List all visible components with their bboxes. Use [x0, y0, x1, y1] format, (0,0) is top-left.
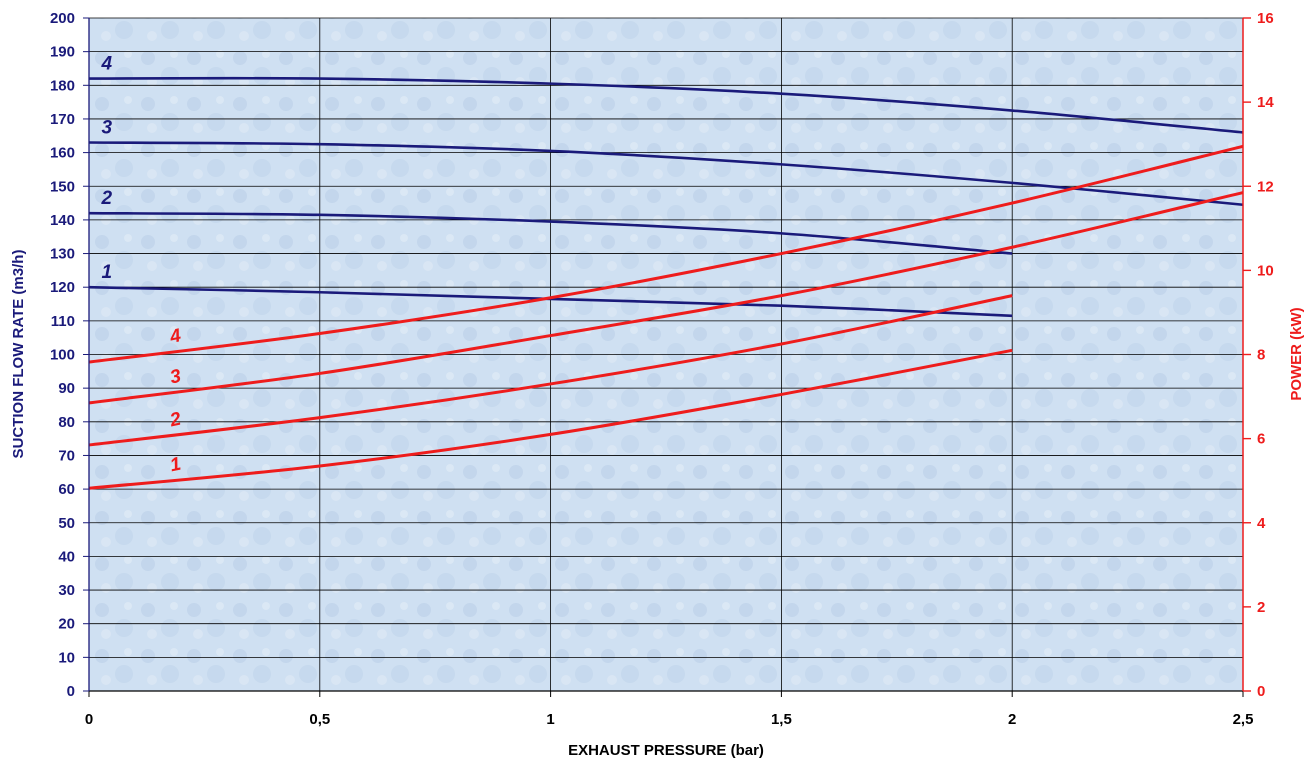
y-tick-label: 130	[50, 246, 75, 263]
y-tick-label: 120	[50, 279, 75, 296]
y-tick-label: 50	[58, 515, 75, 532]
y-tick-label: 90	[58, 380, 75, 397]
y-tick-label: 140	[50, 212, 75, 229]
curve-label-power-2: 2	[167, 409, 183, 432]
x-tick-label: 0,5	[309, 711, 330, 728]
curve-label-flow-2: 2	[101, 188, 113, 209]
curve-label-power-4: 4	[167, 325, 183, 348]
y-tick-label: 0	[67, 683, 75, 700]
y-tick-label: 160	[50, 145, 75, 162]
y-tick-label: 10	[58, 649, 75, 666]
x-tick-label: 1,5	[771, 711, 792, 728]
x-tick-label: 2	[1008, 711, 1016, 728]
y-axis-left-title: SUCTION FLOW RATE (m3/h)	[10, 250, 27, 459]
series-line-power-3	[88, 191, 1244, 405]
y2-tick-label: 10	[1257, 262, 1274, 279]
y-tick-label: 190	[50, 44, 75, 61]
y-tick-label: 60	[58, 481, 75, 498]
y-axis-right-title: POWER (kW)	[1288, 307, 1305, 400]
y-tick-label: 100	[50, 347, 75, 364]
curve-labels: 1 2 3 4 1 2 3 4	[101, 54, 184, 477]
y2-tick-label: 16	[1257, 10, 1274, 27]
series-line-flow-2	[88, 211, 1013, 255]
y2-tick-label: 2	[1257, 599, 1265, 616]
y2-tick-label: 4	[1257, 515, 1266, 532]
series-lines	[88, 76, 1244, 490]
x-tick-label: 2,5	[1233, 711, 1254, 728]
curve-label-flow-3: 3	[102, 118, 113, 139]
curve-label-flow-4: 4	[101, 54, 113, 75]
y-axis-right-ticks: 0 2 4 6 8 10 12 14 16	[1243, 10, 1274, 700]
series-line-flow-3	[88, 141, 1244, 207]
y-tick-label: 200	[50, 10, 75, 27]
x-tick-label: 1	[546, 711, 554, 728]
series-line-power-1	[88, 348, 1013, 490]
x-axis-ticks: 0 0,5 1 1,5 2 2,5	[85, 691, 1254, 728]
y2-tick-label: 12	[1257, 178, 1274, 195]
series-line-power-2	[88, 294, 1013, 447]
y-tick-label: 80	[58, 414, 75, 431]
x-tick-label: 0	[85, 711, 93, 728]
y-tick-label: 170	[50, 111, 75, 128]
y2-tick-label: 8	[1257, 347, 1265, 364]
series-line-flow-4	[88, 76, 1244, 134]
y-tick-label: 150	[50, 178, 75, 195]
curve-label-power-3: 3	[168, 366, 183, 389]
y-tick-label: 180	[50, 77, 75, 94]
y2-tick-label: 14	[1257, 94, 1274, 111]
series-line-power-4	[88, 144, 1244, 364]
y2-tick-label: 0	[1257, 683, 1265, 700]
gridlines	[89, 17, 1243, 691]
y-tick-label: 70	[58, 447, 75, 464]
y-tick-label: 110	[51, 313, 75, 330]
curve-label-flow-1: 1	[102, 262, 113, 283]
y-tick-label: 20	[58, 616, 75, 633]
y-axis-left-ticks: 0 10 20 30 40 50 60 70 80 90 100 110 120 130 140 150 160…	[50, 10, 89, 700]
y-tick-label: 30	[58, 582, 75, 599]
curve-label-power-1: 1	[168, 454, 183, 477]
x-axis-title: EXHAUST PRESSURE (bar)	[568, 742, 764, 759]
y2-tick-label: 6	[1257, 431, 1265, 448]
y-tick-label: 40	[58, 548, 75, 565]
